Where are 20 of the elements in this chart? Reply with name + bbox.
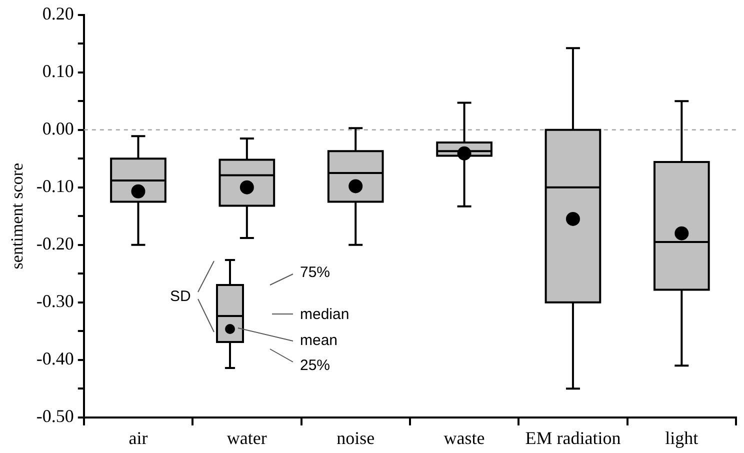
y-tick-label: 0.00	[42, 118, 74, 139]
x-tick-label: air	[128, 428, 148, 448]
x-tick-label: noise	[336, 428, 375, 448]
annotation: mean	[300, 332, 338, 349]
x-tick-label: water	[226, 428, 267, 448]
annotation: median	[300, 306, 350, 323]
y-tick-label: -0.10	[36, 176, 74, 196]
y-tick-label: -0.50	[36, 406, 74, 426]
x-tick-label: light	[665, 428, 698, 448]
y-tick-label: -0.20	[36, 234, 74, 254]
x-tick-label: waste	[444, 428, 485, 448]
y-tick-label: 0.20	[42, 4, 74, 24]
annotation: 75%	[300, 264, 330, 281]
y-tick-label: 0.10	[42, 61, 74, 82]
annotation: SD	[170, 288, 192, 305]
x-tick-label: EM radiation	[525, 428, 621, 448]
y-axis-title: sentiment score	[8, 162, 27, 270]
annotation: 25%	[300, 357, 330, 374]
y-tick-label: -0.40	[36, 348, 74, 369]
y-tick-label: -0.30	[36, 291, 74, 312]
